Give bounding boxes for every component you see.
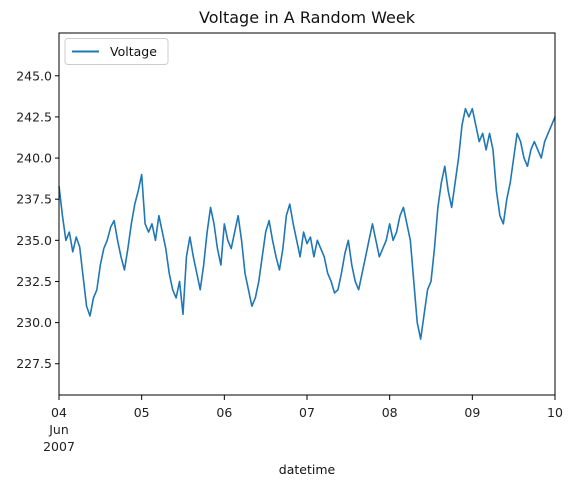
x-tick-label: 04: [51, 405, 67, 420]
x-tick-year-label: 2007: [43, 439, 75, 454]
y-tick-label: 232.5: [16, 274, 52, 289]
x-tick-label: 10: [547, 405, 563, 420]
y-tick-label: 235.0: [16, 233, 52, 248]
x-axis-ticks: 04 Jun 2007 05 06 07 08 09 10: [43, 395, 563, 454]
series-layer: [58, 107, 556, 340]
y-tick-label: 237.5: [16, 192, 52, 207]
y-tick-label: 240.0: [16, 151, 52, 166]
plot-frame: [58, 32, 556, 396]
x-tick-label: 08: [382, 405, 398, 420]
y-tick-label: 230.0: [16, 315, 52, 330]
x-tick-month-label: Jun: [48, 422, 69, 437]
y-tick-label: 242.5: [16, 109, 52, 124]
x-tick-label: 09: [464, 405, 480, 420]
chart-title: Voltage in A Random Week: [199, 8, 416, 27]
y-tick-label: 227.5: [16, 356, 52, 371]
x-tick-label: 06: [216, 405, 232, 420]
legend-label: Voltage: [110, 44, 157, 59]
plot-area: [59, 33, 555, 395]
x-tick-label: 05: [134, 405, 150, 420]
x-tick-label: 07: [299, 405, 315, 420]
y-axis-ticks: 227.5 230.0 232.5 235.0 237.5 240.0 242.5 245.0: [16, 68, 59, 371]
y-tick-label: 245.0: [16, 68, 52, 83]
legend-box: [64, 38, 169, 65]
legend: Voltage: [64, 38, 169, 65]
series-line-voltage: [58, 107, 556, 340]
x-axis-title: datetime: [279, 462, 336, 477]
